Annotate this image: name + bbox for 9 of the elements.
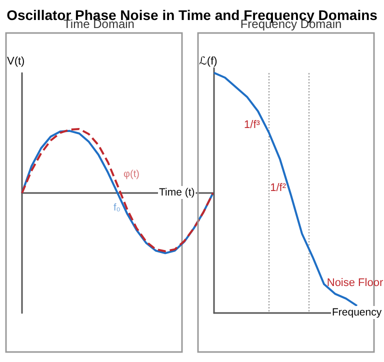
annotation: Noise Floor: [326, 277, 384, 289]
series-label: f₀: [114, 202, 120, 214]
series-label: φ(t): [124, 168, 140, 180]
annotation: 1/f²: [270, 182, 286, 194]
x-axis-title: Time (t): [159, 186, 195, 198]
annotation: 1/f³: [244, 119, 260, 131]
x-axis-title: Frequency: [332, 306, 382, 318]
y-axis-title: ℒ(f): [199, 56, 218, 68]
y-axis-title: V(t): [7, 56, 25, 68]
